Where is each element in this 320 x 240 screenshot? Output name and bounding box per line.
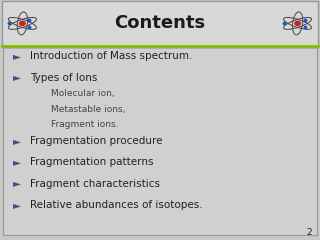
Text: ►: ►	[13, 72, 21, 83]
Text: ►: ►	[13, 200, 21, 210]
Text: Contents: Contents	[115, 14, 205, 32]
Circle shape	[20, 21, 25, 25]
FancyBboxPatch shape	[3, 47, 317, 235]
Text: 2: 2	[306, 228, 312, 237]
Text: ►: ►	[13, 157, 21, 168]
Circle shape	[295, 21, 300, 25]
Text: Fragmentation patterns: Fragmentation patterns	[30, 157, 154, 168]
Circle shape	[15, 18, 29, 29]
Text: Types of Ions: Types of Ions	[30, 72, 98, 83]
Text: ►: ►	[13, 179, 21, 189]
Text: Fragment ions.: Fragment ions.	[51, 120, 119, 129]
Text: Fragmentation procedure: Fragmentation procedure	[30, 136, 163, 146]
Text: Introduction of Mass spectrum.: Introduction of Mass spectrum.	[30, 51, 193, 61]
Text: ►: ►	[13, 51, 21, 61]
Text: ►: ►	[13, 136, 21, 146]
FancyBboxPatch shape	[2, 1, 318, 46]
Text: Relative abundances of isotopes.: Relative abundances of isotopes.	[30, 200, 203, 210]
Text: Fragment characteristics: Fragment characteristics	[30, 179, 160, 189]
Text: Metastable ions,: Metastable ions,	[51, 105, 125, 114]
Circle shape	[291, 18, 305, 29]
Text: Molecular ion,: Molecular ion,	[51, 90, 115, 98]
